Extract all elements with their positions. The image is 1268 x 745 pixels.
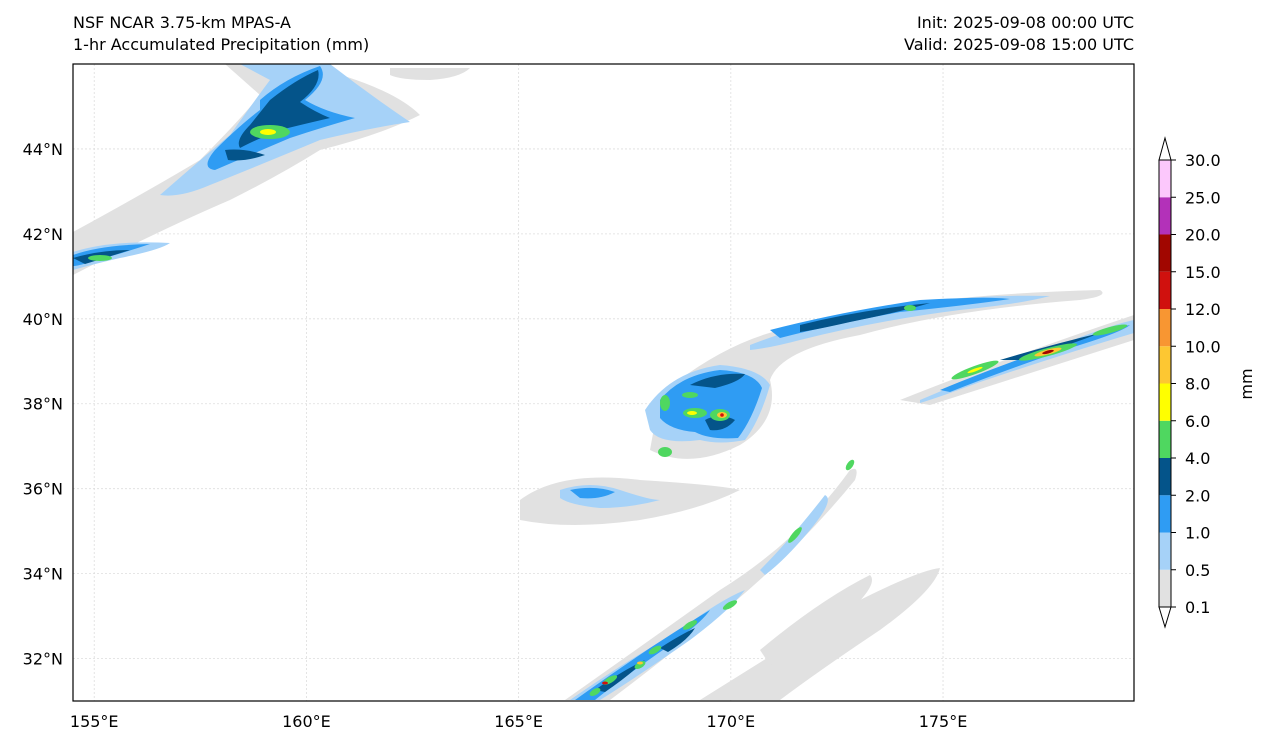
colorbar-swatch <box>1159 160 1171 198</box>
colorbar-tick-label: 0.5 <box>1185 561 1210 580</box>
lat-tick-label: 42°N <box>23 225 63 244</box>
colorbar-swatch <box>1159 532 1171 570</box>
colorbar-unit-label: mm <box>1237 368 1256 399</box>
axis-labels: 155°E 160°E 165°E 170°E 175°E 32°N 34°N 36°N 38°… <box>23 140 968 731</box>
colorbar-tick-label: 12.0 <box>1185 300 1221 319</box>
colorbar-swatch <box>1159 458 1171 496</box>
colorbar: 0.1 0.5 1.0 2.0 4.0 6.0 8.0 10.0 12.0 15.0 20.0 25.… <box>1158 136 1256 629</box>
lon-tick-label: 175°E <box>919 712 968 731</box>
init-time: Init: 2025-09-08 00:00 UTC <box>916 13 1134 32</box>
lat-tick-label: 44°N <box>23 140 63 159</box>
lat-tick-label: 32°N <box>23 650 63 669</box>
colorbar-extend-min <box>1158 606 1172 629</box>
field-title: 1-hr Accumulated Precipitation (mm) <box>73 35 370 54</box>
lon-tick-label: 155°E <box>70 712 119 731</box>
lon-tick-label: 165°E <box>494 712 543 731</box>
colorbar-swatch <box>1159 234 1171 272</box>
lat-tick-label: 40°N <box>23 310 63 329</box>
colorbar-tick-label: 30.0 <box>1185 151 1221 170</box>
colorbar-tick-label: 15.0 <box>1185 263 1221 282</box>
colorbar-swatch <box>1159 420 1171 458</box>
precip-blue-areas <box>73 66 1130 700</box>
map-frame <box>72 63 1135 702</box>
precip-green-areas <box>88 125 1128 696</box>
valid-time: Valid: 2025-09-08 15:00 UTC <box>903 35 1134 54</box>
colorbar-swatch <box>1159 495 1171 533</box>
lon-tick-label: 160°E <box>282 712 331 731</box>
colorbar-tick-label: 4.0 <box>1185 449 1210 468</box>
colorbar-tick-label: 10.0 <box>1185 337 1221 356</box>
colorbar-tick-label: 20.0 <box>1185 226 1221 245</box>
colorbar-swatch <box>1159 271 1171 309</box>
colorbar-tick-label: 8.0 <box>1185 375 1210 394</box>
colorbar-swatch <box>1159 569 1171 607</box>
colorbar-swatch <box>1159 309 1171 347</box>
lat-tick-label: 36°N <box>23 480 63 499</box>
colorbar-tick-label: 2.0 <box>1185 486 1210 505</box>
colorbar-tick-label: 25.0 <box>1185 188 1221 207</box>
colorbar-tick-label: 6.0 <box>1185 412 1210 431</box>
precipitation-field <box>73 64 1134 700</box>
model-title: NSF NCAR 3.75-km MPAS-A <box>73 13 291 32</box>
lat-tick-label: 34°N <box>23 565 63 584</box>
precip-heavy-cores <box>260 129 1062 685</box>
lat-tick-label: 38°N <box>23 395 63 414</box>
lon-tick-label: 170°E <box>706 712 755 731</box>
colorbar-tick-label: 0.1 <box>1185 598 1210 617</box>
colorbar-tick-label: 1.0 <box>1185 524 1210 543</box>
colorbar-swatch <box>1159 197 1171 235</box>
colorbar-extend-max <box>1158 136 1172 161</box>
colorbar-swatch <box>1159 346 1171 384</box>
colorbar-swatch <box>1159 383 1171 421</box>
